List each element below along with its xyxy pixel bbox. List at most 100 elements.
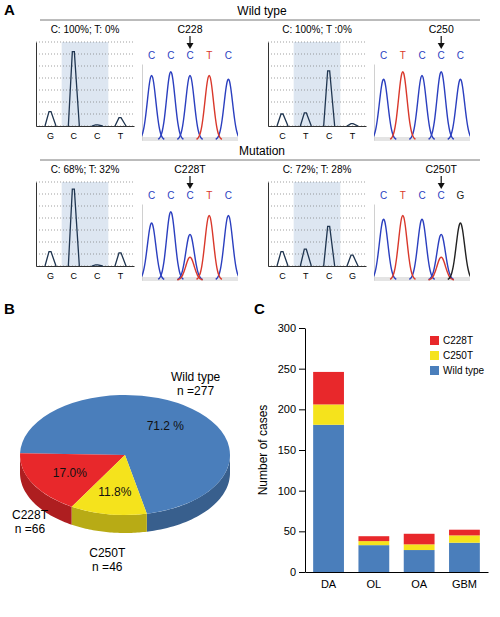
annotation-arrow	[441, 176, 442, 184]
grid-line	[36, 42, 134, 43]
grid-line	[36, 114, 134, 115]
grid-line	[268, 230, 366, 231]
base-label: C	[167, 190, 174, 201]
annotation: C228T	[174, 163, 206, 175]
trace-peak	[429, 234, 454, 279]
x-axis-tick-label: C	[279, 271, 286, 281]
grid-line	[36, 126, 134, 127]
grid-line	[36, 206, 134, 207]
base-label: C	[186, 50, 193, 61]
y-axis-tick-label: 300	[278, 322, 296, 334]
x-axis-tick-label: OL	[367, 578, 382, 590]
x-axis-tick-label: C	[71, 271, 78, 281]
trace-peak	[448, 79, 470, 139]
annotation: C250	[429, 23, 454, 35]
grid-line	[36, 90, 134, 91]
annotation: C228	[177, 23, 202, 35]
grid-line	[268, 42, 366, 43]
grid-line	[36, 194, 134, 195]
y-axis-tick: 0	[290, 566, 305, 578]
base-label: C	[225, 50, 232, 61]
y-axis	[374, 205, 375, 281]
grid-line	[36, 266, 134, 267]
grid-line	[268, 218, 366, 219]
base-label: C	[418, 190, 425, 201]
trace-peak	[429, 72, 454, 140]
annotation-arrow	[189, 36, 190, 44]
y-axis-line	[36, 43, 37, 127]
y-axis-tick-label: 250	[278, 363, 296, 375]
pyro-peak	[45, 112, 56, 126]
annotation-arrowhead	[187, 43, 194, 49]
bar-segment	[404, 550, 435, 572]
x-axis-tick: C	[94, 126, 101, 141]
y-axis	[142, 205, 143, 281]
y-axis	[36, 183, 38, 267]
x-axis-tick-label: T	[303, 131, 309, 141]
base-label: T	[400, 50, 406, 61]
x-axis-tick-label: G	[47, 271, 54, 281]
bar-segment	[358, 541, 389, 545]
x-axis-tick-label: C	[326, 131, 333, 141]
x-axis: GCCT	[37, 126, 135, 141]
y-axis: 050100150200250300	[278, 322, 306, 578]
x-axis-tick: G	[349, 266, 356, 281]
trace-peak	[374, 219, 396, 279]
pyro-peak	[300, 249, 311, 266]
y-axis-tick: 200	[278, 403, 305, 415]
row-title: Wild type	[237, 4, 287, 18]
base-label: G	[457, 190, 465, 201]
pie-slice	[20, 395, 230, 514]
x-axis-line	[306, 572, 489, 573]
y-axis-tick: 100	[278, 485, 305, 497]
grid-line	[268, 102, 366, 103]
y-axis-tick-label: 0	[290, 566, 296, 578]
legend-swatch	[430, 336, 439, 345]
panel-label: A	[4, 1, 15, 18]
trace-peak	[390, 72, 415, 140]
trace-peak	[216, 79, 238, 139]
row-rule	[40, 20, 480, 21]
pie	[20, 395, 230, 515]
grid-line	[36, 242, 134, 243]
pyro-peak	[300, 113, 311, 126]
pie-slice	[72, 455, 147, 515]
trace-peak	[374, 79, 396, 139]
trace-peak	[216, 215, 238, 279]
x-axis-tick-label: T	[118, 131, 124, 141]
grid-line	[268, 194, 366, 195]
x-axis-tick: C	[279, 266, 286, 281]
x-axis-line	[37, 126, 135, 127]
pyro-peak	[277, 114, 288, 126]
grid-line	[268, 242, 366, 243]
grid-line	[36, 66, 134, 67]
grid-line	[268, 126, 366, 127]
trace-peak	[197, 215, 222, 279]
y-axis-tick-mark	[299, 369, 305, 370]
legend-label: Wild type	[443, 365, 485, 376]
y-axis-line	[305, 329, 306, 573]
grid-line	[268, 90, 366, 91]
x-axis-tick: DA	[321, 572, 337, 590]
y-axis	[268, 43, 270, 127]
pyro-peak	[324, 71, 335, 126]
legend-swatch	[430, 351, 439, 360]
y-axis-line	[142, 65, 143, 141]
peaks	[277, 226, 358, 266]
x-axis-tick-label: C	[94, 131, 101, 141]
traces	[374, 72, 470, 140]
x-axis-line	[37, 266, 135, 267]
annotation-arrowhead	[438, 183, 445, 189]
x-axis-tick: C	[71, 126, 78, 141]
trace-peak	[390, 215, 415, 279]
base-label: T	[206, 50, 212, 61]
bar-segment	[449, 535, 480, 542]
base-label: C	[380, 190, 387, 201]
pyro-peak	[92, 125, 103, 126]
annotation-arrowhead	[187, 183, 194, 189]
bar-segment	[358, 545, 389, 572]
y-axis-line	[268, 183, 269, 267]
legend: C228TC250TWild type	[430, 335, 485, 376]
slice-value-label: 11.8%	[98, 485, 131, 499]
x-axis-tick: GBM	[452, 572, 477, 590]
